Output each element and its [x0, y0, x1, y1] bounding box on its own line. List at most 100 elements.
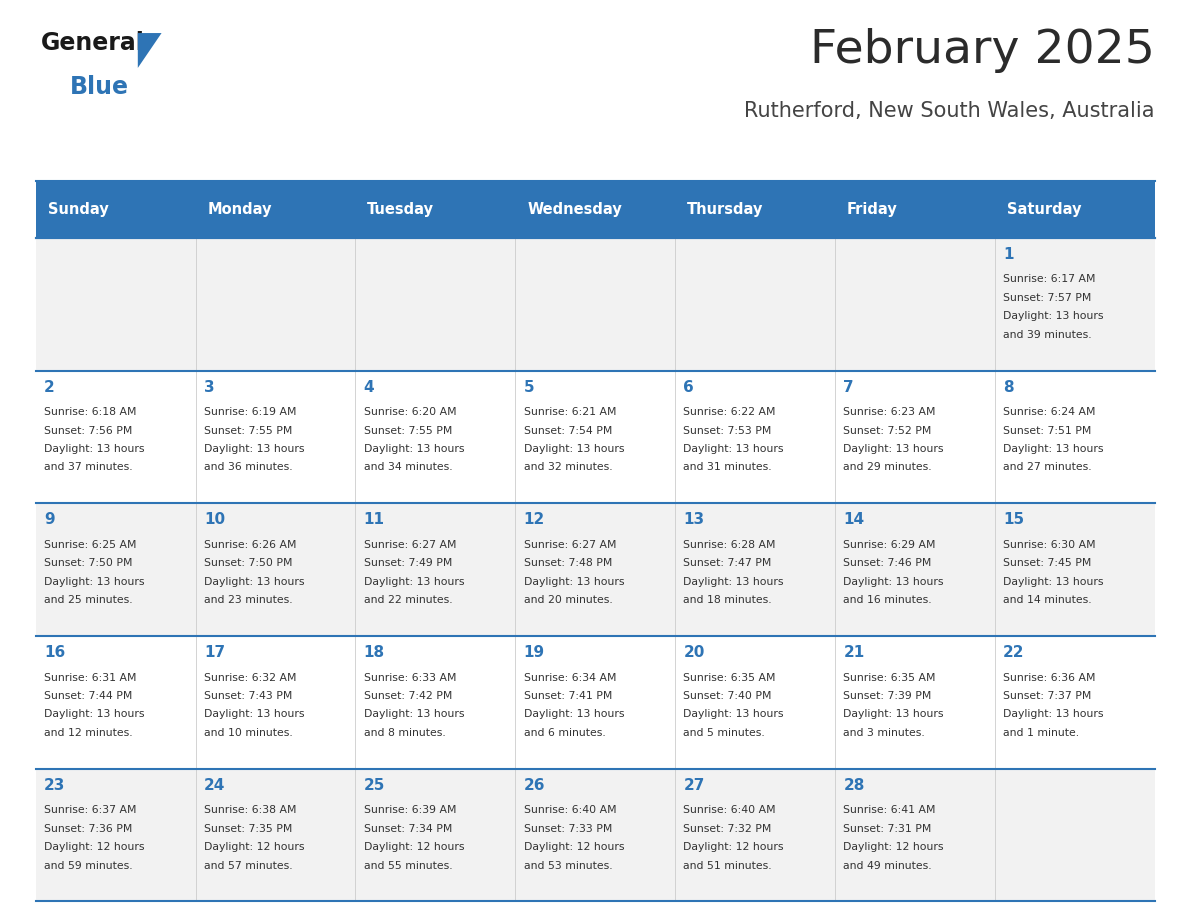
- Text: Rutherford, New South Wales, Australia: Rutherford, New South Wales, Australia: [744, 101, 1155, 121]
- Text: Sunset: 7:55 PM: Sunset: 7:55 PM: [364, 426, 453, 435]
- Text: 24: 24: [204, 778, 226, 793]
- Text: Sunset: 7:36 PM: Sunset: 7:36 PM: [44, 823, 132, 834]
- Text: and 55 minutes.: and 55 minutes.: [364, 860, 453, 870]
- Text: Sunset: 7:43 PM: Sunset: 7:43 PM: [204, 691, 292, 701]
- Text: Sunrise: 6:35 AM: Sunrise: 6:35 AM: [843, 673, 936, 683]
- Text: Daylight: 13 hours: Daylight: 13 hours: [204, 444, 304, 453]
- Text: 4: 4: [364, 380, 374, 395]
- Text: Sunrise: 6:34 AM: Sunrise: 6:34 AM: [524, 673, 617, 683]
- Text: 3: 3: [204, 380, 215, 395]
- Text: Daylight: 13 hours: Daylight: 13 hours: [524, 444, 624, 453]
- Text: Sunset: 7:57 PM: Sunset: 7:57 PM: [1003, 293, 1092, 303]
- Text: Sunrise: 6:37 AM: Sunrise: 6:37 AM: [44, 805, 137, 815]
- Text: Sunset: 7:56 PM: Sunset: 7:56 PM: [44, 426, 132, 435]
- Text: and 34 minutes.: and 34 minutes.: [364, 463, 453, 472]
- Text: Daylight: 13 hours: Daylight: 13 hours: [843, 577, 943, 587]
- Text: Daylight: 13 hours: Daylight: 13 hours: [683, 444, 784, 453]
- Text: Monday: Monday: [208, 202, 272, 217]
- Text: Sunrise: 6:39 AM: Sunrise: 6:39 AM: [364, 805, 456, 815]
- Text: 18: 18: [364, 645, 385, 660]
- Text: Sunrise: 6:25 AM: Sunrise: 6:25 AM: [44, 540, 137, 550]
- Text: Sunrise: 6:36 AM: Sunrise: 6:36 AM: [1003, 673, 1095, 683]
- Text: 19: 19: [524, 645, 544, 660]
- Text: Daylight: 13 hours: Daylight: 13 hours: [204, 577, 304, 587]
- Text: and 10 minutes.: and 10 minutes.: [204, 728, 292, 738]
- Text: and 6 minutes.: and 6 minutes.: [524, 728, 606, 738]
- Text: Daylight: 13 hours: Daylight: 13 hours: [524, 577, 624, 587]
- Text: Blue: Blue: [70, 75, 129, 99]
- Text: 21: 21: [843, 645, 865, 660]
- Polygon shape: [138, 33, 162, 68]
- Text: Sunrise: 6:27 AM: Sunrise: 6:27 AM: [364, 540, 456, 550]
- Text: Wednesday: Wednesday: [527, 202, 621, 217]
- Text: Daylight: 13 hours: Daylight: 13 hours: [683, 710, 784, 720]
- Text: Sunrise: 6:21 AM: Sunrise: 6:21 AM: [524, 408, 617, 417]
- Bar: [36, 238, 1155, 371]
- Text: Sunset: 7:40 PM: Sunset: 7:40 PM: [683, 691, 772, 701]
- Text: 5: 5: [524, 380, 535, 395]
- Text: Sunset: 7:37 PM: Sunset: 7:37 PM: [1003, 691, 1092, 701]
- Text: Sunset: 7:52 PM: Sunset: 7:52 PM: [843, 426, 931, 435]
- Text: Sunrise: 6:32 AM: Sunrise: 6:32 AM: [204, 673, 296, 683]
- Text: Sunrise: 6:30 AM: Sunrise: 6:30 AM: [1003, 540, 1095, 550]
- Text: Daylight: 12 hours: Daylight: 12 hours: [204, 842, 304, 852]
- Text: Sunset: 7:34 PM: Sunset: 7:34 PM: [364, 823, 453, 834]
- Text: February 2025: February 2025: [810, 28, 1155, 73]
- Text: Daylight: 13 hours: Daylight: 13 hours: [1003, 444, 1104, 453]
- Text: Sunset: 7:47 PM: Sunset: 7:47 PM: [683, 558, 772, 568]
- Text: Sunset: 7:51 PM: Sunset: 7:51 PM: [1003, 426, 1092, 435]
- Text: and 14 minutes.: and 14 minutes.: [1003, 595, 1092, 605]
- Text: and 5 minutes.: and 5 minutes.: [683, 728, 765, 738]
- Text: Sunrise: 6:31 AM: Sunrise: 6:31 AM: [44, 673, 137, 683]
- Text: Sunrise: 6:28 AM: Sunrise: 6:28 AM: [683, 540, 776, 550]
- Text: Sunset: 7:54 PM: Sunset: 7:54 PM: [524, 426, 612, 435]
- Bar: [36, 503, 1155, 636]
- Text: and 57 minutes.: and 57 minutes.: [204, 860, 292, 870]
- Text: 2: 2: [44, 380, 55, 395]
- Text: Daylight: 13 hours: Daylight: 13 hours: [1003, 710, 1104, 720]
- Text: Sunset: 7:41 PM: Sunset: 7:41 PM: [524, 691, 612, 701]
- Text: Daylight: 13 hours: Daylight: 13 hours: [1003, 577, 1104, 587]
- Text: 8: 8: [1003, 380, 1013, 395]
- Bar: [36, 371, 1155, 503]
- Text: Daylight: 13 hours: Daylight: 13 hours: [843, 710, 943, 720]
- Text: Daylight: 13 hours: Daylight: 13 hours: [364, 577, 465, 587]
- Text: and 20 minutes.: and 20 minutes.: [524, 595, 612, 605]
- Text: Sunrise: 6:41 AM: Sunrise: 6:41 AM: [843, 805, 936, 815]
- Text: Friday: Friday: [847, 202, 898, 217]
- Text: and 49 minutes.: and 49 minutes.: [843, 860, 931, 870]
- Text: Sunrise: 6:38 AM: Sunrise: 6:38 AM: [204, 805, 296, 815]
- Text: Sunset: 7:46 PM: Sunset: 7:46 PM: [843, 558, 931, 568]
- Text: and 18 minutes.: and 18 minutes.: [683, 595, 772, 605]
- Text: and 53 minutes.: and 53 minutes.: [524, 860, 612, 870]
- Text: Sunrise: 6:18 AM: Sunrise: 6:18 AM: [44, 408, 137, 417]
- Text: Daylight: 13 hours: Daylight: 13 hours: [44, 710, 145, 720]
- Text: Sunset: 7:33 PM: Sunset: 7:33 PM: [524, 823, 612, 834]
- Text: and 22 minutes.: and 22 minutes.: [364, 595, 453, 605]
- Text: Daylight: 13 hours: Daylight: 13 hours: [683, 577, 784, 587]
- Text: and 51 minutes.: and 51 minutes.: [683, 860, 772, 870]
- Bar: [36, 768, 1155, 901]
- Text: 26: 26: [524, 778, 545, 793]
- Text: and 16 minutes.: and 16 minutes.: [843, 595, 931, 605]
- Text: 27: 27: [683, 778, 704, 793]
- Text: 25: 25: [364, 778, 385, 793]
- Text: Sunrise: 6:20 AM: Sunrise: 6:20 AM: [364, 408, 456, 417]
- Text: Sunset: 7:42 PM: Sunset: 7:42 PM: [364, 691, 453, 701]
- Text: 14: 14: [843, 512, 865, 528]
- Text: Sunrise: 6:35 AM: Sunrise: 6:35 AM: [683, 673, 776, 683]
- Text: 10: 10: [204, 512, 225, 528]
- Text: Daylight: 13 hours: Daylight: 13 hours: [1003, 311, 1104, 321]
- Text: Daylight: 12 hours: Daylight: 12 hours: [44, 842, 145, 852]
- Text: Sunrise: 6:24 AM: Sunrise: 6:24 AM: [1003, 408, 1095, 417]
- Text: and 25 minutes.: and 25 minutes.: [44, 595, 133, 605]
- Text: Daylight: 13 hours: Daylight: 13 hours: [843, 444, 943, 453]
- Text: and 23 minutes.: and 23 minutes.: [204, 595, 292, 605]
- Text: Sunset: 7:48 PM: Sunset: 7:48 PM: [524, 558, 612, 568]
- Text: 16: 16: [44, 645, 65, 660]
- Text: and 59 minutes.: and 59 minutes.: [44, 860, 133, 870]
- Text: Daylight: 13 hours: Daylight: 13 hours: [364, 710, 465, 720]
- Text: Daylight: 13 hours: Daylight: 13 hours: [204, 710, 304, 720]
- Text: Daylight: 12 hours: Daylight: 12 hours: [843, 842, 943, 852]
- Text: Daylight: 12 hours: Daylight: 12 hours: [683, 842, 784, 852]
